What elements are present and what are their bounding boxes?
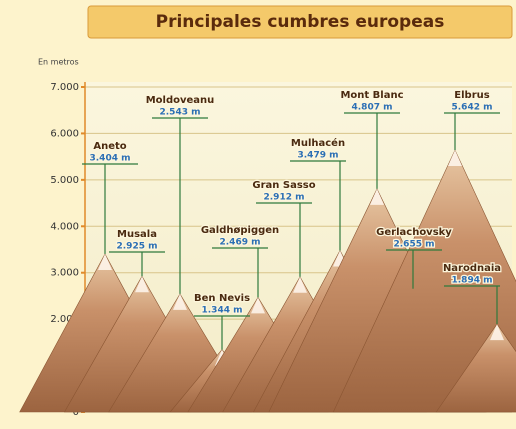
value-label: 1.344 m bbox=[202, 306, 243, 316]
value-label: 2.655 m bbox=[394, 240, 435, 250]
y-tick-label: 7.000 bbox=[50, 82, 79, 93]
value-label: 1.894 m bbox=[452, 276, 493, 286]
snow-cap bbox=[490, 324, 504, 341]
y-tick-label: 6.000 bbox=[50, 128, 79, 139]
value-label: 4.807 m bbox=[352, 103, 393, 113]
snow-cap bbox=[293, 276, 307, 293]
y-tick-label: 4.000 bbox=[50, 221, 79, 232]
value-label: 3.479 m bbox=[298, 151, 339, 161]
y-tick-label: 3.000 bbox=[50, 268, 79, 279]
value-label: 2.912 m bbox=[264, 193, 305, 203]
mountain-name: Mont Blanc bbox=[340, 90, 403, 101]
mountain-name: Musala bbox=[117, 229, 157, 240]
snow-cap bbox=[448, 150, 462, 167]
mountain-name: Elbrus bbox=[454, 90, 489, 101]
mountain-name: Ben Nevis bbox=[194, 293, 250, 304]
snow-cap bbox=[173, 293, 187, 310]
mountain-name: Mulhacén bbox=[291, 137, 345, 149]
mountain-name: Moldoveanu bbox=[146, 95, 215, 106]
mountain-name: Galdhøpiggen bbox=[201, 225, 279, 236]
value-label: 2.925 m bbox=[117, 242, 158, 252]
mountain-name: Aneto bbox=[93, 141, 126, 152]
mountain-name: Gran Sasso bbox=[252, 180, 315, 191]
y-tick-label: 0 bbox=[73, 407, 79, 418]
y-tick-label: 2.000 bbox=[50, 314, 79, 325]
value-label: 5.642 m bbox=[452, 103, 493, 113]
value-label: 2.543 m bbox=[160, 108, 201, 118]
snow-cap bbox=[370, 188, 384, 205]
chart-title: Principales cumbres europeas bbox=[156, 12, 445, 32]
mountain-name: Gerlachovsky bbox=[376, 227, 452, 238]
y-axis-label: En metros bbox=[38, 58, 79, 67]
mountain-name: Narodnaia bbox=[443, 263, 501, 274]
mountain bbox=[435, 323, 516, 413]
y-tick-label: 5.000 bbox=[50, 175, 79, 186]
value-label: 3.404 m bbox=[90, 154, 131, 164]
value-label: 2.469 m bbox=[220, 238, 261, 248]
title-banner bbox=[87, 5, 513, 39]
snow-cap bbox=[98, 253, 112, 270]
snow-cap bbox=[251, 297, 265, 314]
snow-cap bbox=[135, 276, 149, 293]
